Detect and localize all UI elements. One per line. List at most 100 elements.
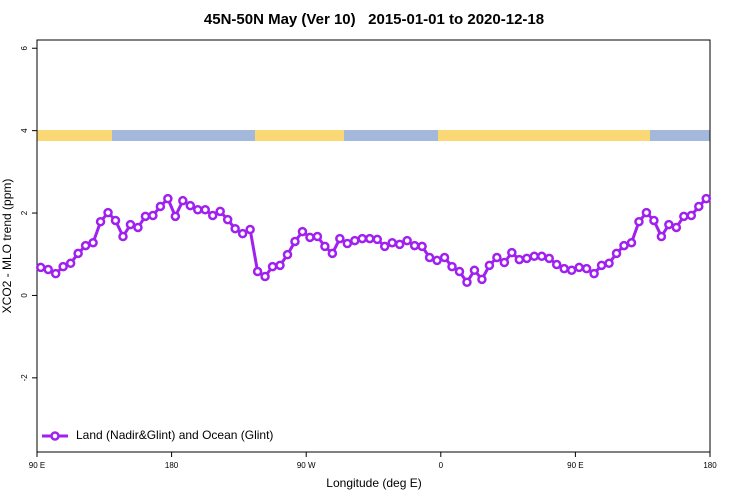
point [193,204,203,215]
point [537,251,547,262]
point [335,233,345,244]
point [484,260,495,271]
x-axis-label: Longitude (deg E) [326,476,421,490]
point [574,262,584,273]
point [462,277,472,288]
point [424,252,435,263]
y-tick-label: 0 [20,293,29,298]
ocean [344,130,438,141]
point [305,232,315,243]
point [95,216,106,227]
chart-title: 45N-50N May (Ver 10) 2015-01-01 to 2020-… [204,11,544,28]
x-tick-label: 90 E [29,461,45,470]
point [245,224,255,235]
point [656,231,667,242]
point [589,268,599,279]
point [417,241,427,252]
x-tick-label: 180 [165,461,179,470]
land [37,130,112,141]
point [65,258,76,269]
point [626,237,637,248]
point [275,260,285,271]
point [35,262,46,273]
point [686,210,697,221]
point [237,228,248,239]
point [155,201,166,212]
point [379,241,390,252]
point [267,261,278,272]
map-strip [37,130,710,141]
point [342,238,353,249]
point [694,201,704,212]
y-tick-label: 2 [20,210,29,215]
point [439,252,450,263]
land [438,130,650,141]
point [701,193,712,204]
point [148,210,158,221]
legend-marker [50,431,60,441]
point [50,268,61,279]
y-axis-label: XCO2 - MLO trend (ppm) [0,179,14,314]
point [207,210,218,221]
point [282,249,293,260]
point [559,263,569,274]
point [252,266,263,277]
point [619,240,629,251]
point [178,195,188,206]
point [664,219,674,230]
point [514,254,525,265]
point [477,274,487,285]
point [387,237,397,248]
point [522,253,532,264]
legend-label: Land (Nadir&Glint) and Ocean (Glint) [76,428,273,442]
point [140,211,151,222]
point [58,261,68,272]
point [125,219,136,230]
point [327,248,338,259]
plot-frame [36,39,711,453]
point [118,231,128,242]
point [73,248,83,259]
point [581,263,592,274]
point [230,223,240,234]
point [402,235,412,246]
point [447,261,457,272]
point [544,253,554,264]
point [260,271,270,282]
point [649,215,659,226]
point [394,239,405,250]
point [499,257,510,268]
point [469,265,480,276]
point [170,211,181,222]
point [372,234,382,245]
point [43,264,53,275]
point [88,237,98,248]
x-tick-label: 180 [703,461,717,470]
point [671,222,682,233]
point [290,236,300,247]
x-tick-label: 90 W [297,461,316,470]
x-tick-label: 90 E [567,461,583,470]
point [320,241,330,252]
point [596,260,607,271]
y-tick-label: 4 [20,128,29,133]
point [110,215,121,226]
point [679,211,689,222]
point [604,258,614,269]
point [215,206,225,217]
point [222,214,233,225]
point [409,240,420,251]
ocean [112,130,255,141]
point [566,265,577,276]
x-tick-label: 0 [439,461,444,470]
ocean [650,130,710,141]
point [312,231,323,242]
point [297,226,308,237]
point [80,240,91,251]
point [432,255,442,266]
point [507,247,517,258]
point [641,207,652,218]
point [551,259,562,270]
y-tick-label: 6 [20,45,29,50]
